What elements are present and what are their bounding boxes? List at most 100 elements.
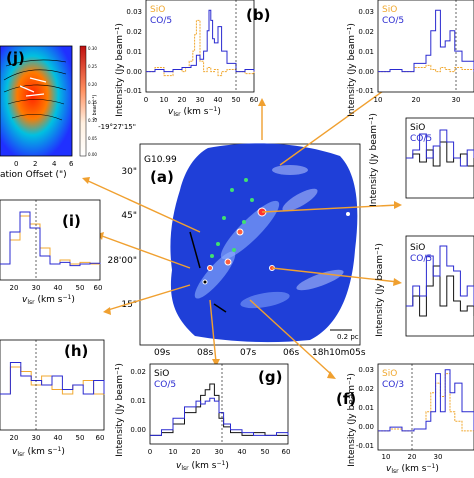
g-legend-sio: SiO — [154, 369, 169, 379]
b-ytick-4: -0.01 — [124, 87, 142, 95]
h-letter: (h) — [64, 342, 88, 360]
i-series-1 — [0, 211, 101, 267]
tr-legend-co: CO/5 — [382, 16, 404, 26]
tr-legend-sio: SiO — [382, 5, 397, 15]
g-xtick-0: 0 — [148, 448, 152, 456]
h-xtick-1: 30 — [32, 434, 41, 442]
g-xtick-4: 40 — [238, 448, 247, 456]
arrow-r1 — [261, 204, 399, 213]
h-series-1 — [0, 362, 105, 395]
h-xtick-4: 60 — [96, 434, 105, 442]
j-cbar-tick-1: 0.25 — [88, 64, 97, 69]
g-xtick-1: 10 — [169, 448, 178, 456]
g-letter: (g) — [258, 368, 282, 386]
f-xtick-1: 20 — [408, 453, 417, 461]
i-xtick-4: 60 — [94, 284, 103, 292]
g-xtick-3: 30 — [215, 448, 224, 456]
i-lines — [0, 211, 101, 267]
tr-ytick-4: -0.01 — [356, 87, 374, 95]
j-cbar-tick-0: 0.30 — [88, 46, 97, 51]
arrow-f — [249, 299, 333, 376]
r2-series-0 — [406, 265, 474, 317]
j-cbar-tick-4: 0.10 — [88, 118, 97, 123]
arrow-j — [85, 179, 201, 233]
i-xtick-0: 20 — [10, 284, 19, 292]
map-panel: 0.2 pc G10.99 (a) -19°27'15" 30" 45" 28'… — [98, 123, 366, 358]
pointer-arrows — [85, 85, 399, 376]
f-ytick-1: 0.02 — [358, 385, 374, 393]
b-ytick-3: 0.00 — [126, 68, 142, 76]
dec-tick-1: 30" — [121, 167, 137, 177]
tr-frame — [377, 0, 474, 93]
tr-ytick-3: 0.00 — [358, 68, 374, 76]
f-letter: (f) — [336, 390, 356, 408]
f-xlabel: vlsr (km s−1) — [386, 463, 439, 474]
g-ytick-0: 0.02 — [130, 368, 146, 376]
tr-lines — [378, 9, 474, 73]
i-xtick-1: 30 — [32, 284, 41, 292]
g-xlabel: vlsr (km s−1) — [176, 460, 229, 472]
ra-tick-1: 08s — [197, 348, 213, 358]
b-ytick-0: 0.03 — [126, 8, 142, 16]
h-xtick-2: 40 — [54, 434, 63, 442]
f-ytick-3: 0.00 — [358, 423, 374, 431]
f-xtick-2: 30 — [434, 453, 443, 461]
panel-right-2: SiO CO/5 Intensity (Jy beam⁻¹) — [375, 235, 474, 337]
f-xtick-0: 10 — [382, 453, 391, 461]
dec-tick-2: 45" — [121, 211, 137, 221]
j-xtick-1: 2 — [33, 160, 37, 168]
i-letter: (i) — [62, 212, 81, 230]
f-ytick-2: 0.01 — [358, 404, 374, 412]
tr-ytick-0: 0.03 — [358, 8, 374, 16]
b-letter: (b) — [246, 6, 270, 24]
f-lines — [378, 369, 474, 432]
g-ytick-1: 0.01 — [130, 397, 146, 405]
b-ylabel: Intensity (Jy beam⁻¹) — [115, 23, 125, 117]
b-xtick-0: 0 — [144, 96, 148, 104]
b-xtick-5: 50 — [232, 96, 241, 104]
tr-ytick-2: 0.01 — [358, 48, 374, 56]
g-series-co5 — [150, 397, 289, 436]
panel-j: (j) 0.30 0.25 0.20 0.15 0.10 0.05 0.00 y… — [0, 45, 98, 180]
b-ytick-1: 0.02 — [126, 28, 142, 36]
r1-legend-sio: SiO — [410, 123, 425, 133]
r1-ylabel: Intensity (Jy beam⁻¹) — [369, 113, 379, 207]
map-letter: (a) — [150, 168, 174, 186]
h-xtick-0: 20 — [10, 434, 19, 442]
g-ytick-2: 0.00 — [130, 426, 146, 434]
j-cbar-tick-6: 0.00 — [88, 152, 97, 157]
ra-tick-0: 09s — [154, 348, 170, 358]
b-legend-sio: SiO — [150, 5, 165, 15]
g-ylabel: Intensity (Jy beam⁻¹) — [115, 363, 125, 457]
j-cbar-tick-5: 0.05 — [88, 136, 97, 141]
r2-legend-sio: SiO — [410, 243, 425, 253]
tr-series-co5 — [378, 9, 474, 73]
i-xtick-2: 40 — [54, 284, 63, 292]
dec-tick-4: 15" — [121, 300, 137, 310]
r1-legend-co: CO/5 — [410, 134, 432, 144]
panel-i: (i) 20 30 40 50 60 vlsr (km s−1) — [0, 199, 103, 306]
f-legend-co: CO/3 — [382, 380, 404, 390]
tr-xtick-0: 10 — [374, 96, 383, 104]
r2-ylabel: Intensity (Jy beam⁻¹) — [375, 243, 385, 337]
arrow-g — [209, 299, 217, 363]
g-xtick-5: 50 — [261, 448, 270, 456]
g-legend-co: CO/5 — [154, 380, 176, 390]
panel-b: SiO CO/5 (b) 0.03 0.02 0.01 0.00 -0.01 0… — [115, 0, 270, 118]
b-xlabel: vlsr (km s−1) — [168, 106, 221, 118]
b-xtick-2: 20 — [178, 96, 187, 104]
ra-tick-4: 18h10m05s — [312, 348, 366, 358]
b-xtick-4: 40 — [214, 96, 223, 104]
j-xtick-2: 4 — [52, 160, 57, 168]
h-xlabel: vlsr (km s−1) — [12, 446, 65, 458]
h-lines — [0, 362, 105, 395]
arrow-tr — [279, 85, 391, 166]
r2-legend-co: CO/5 — [410, 254, 432, 264]
j-letter: (j) — [6, 49, 25, 67]
r2-series-1 — [406, 245, 474, 307]
dec-tick-0: -19°27'15" — [98, 123, 136, 131]
b-lines — [146, 9, 255, 77]
j-cbar-label: y beam⁻¹) — [92, 95, 98, 120]
f-ytick-0: 0.03 — [358, 366, 374, 374]
h-xtick-3: 50 — [76, 434, 85, 442]
